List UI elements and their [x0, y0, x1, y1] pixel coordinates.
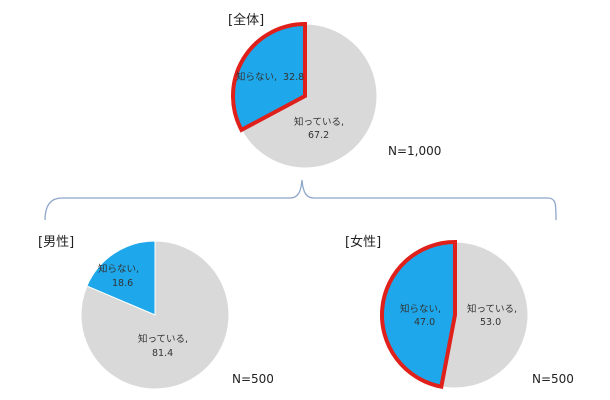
slice-value-male-unknown: 18.6 — [112, 278, 133, 289]
pie-slice-overall-known — [240, 23, 378, 169]
slice-value-male-known: 81.4 — [152, 348, 173, 359]
slice-label-male-known: 知っている, — [138, 333, 188, 345]
chart-title-female: [女性] — [345, 234, 381, 250]
slice-label-female-unknown: 知らない, — [400, 303, 441, 315]
slice-label-overall-unknown: 知らない, — [236, 71, 277, 83]
pie-slice-overall-unknown — [231, 21, 307, 133]
chart-title-male: [男性] — [38, 235, 74, 250]
slice-value-overall-unknown: 32.8 — [283, 72, 304, 83]
group-connector-bracket — [44, 179, 557, 221]
pie-slice-male-known — [80, 240, 230, 390]
sample-size-male: N=500 — [232, 372, 274, 386]
pie-slice-female-known — [440, 241, 529, 389]
pie-chart-overall: [全体] 知らない, 32.8 知っている, 67.2 N=1,000 — [228, 12, 441, 169]
slice-value-overall-known: 67.2 — [308, 130, 329, 141]
slice-value-female-unknown: 47.0 — [414, 317, 435, 328]
pie-slice-male-unknown — [86, 240, 156, 316]
sample-size-overall: N=1,000 — [388, 144, 441, 158]
slice-value-female-known: 53.0 — [480, 317, 501, 328]
sample-size-female: N=500 — [532, 372, 574, 386]
chart-title-overall: [全体] — [228, 12, 264, 28]
pie-male — [80, 240, 230, 390]
pie-female — [380, 239, 529, 390]
pie-chart-female: [女性] 知らない, 47.0 知っている, 53.0 N=500 — [345, 234, 574, 390]
slice-label-female-known: 知っている, — [467, 303, 517, 315]
slice-label-overall-known: 知っている, — [294, 116, 344, 128]
pie-slice-female-unknown — [380, 239, 457, 390]
slice-label-male-unknown: 知らない, — [98, 263, 139, 275]
pie-chart-male: [男性] 知らない, 18.6 知っている, 81.4 N=500 — [38, 235, 274, 390]
pie-overall — [231, 21, 378, 169]
